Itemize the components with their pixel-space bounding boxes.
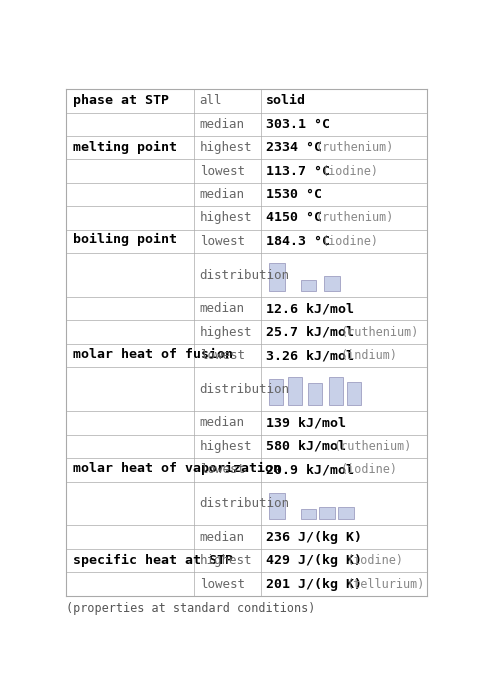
Bar: [269, 493, 285, 519]
Text: (tellurium): (tellurium): [346, 578, 424, 591]
Text: 184.3 °C: 184.3 °C: [266, 235, 330, 248]
Text: (ruthenium): (ruthenium): [315, 141, 393, 154]
Text: highest: highest: [199, 141, 252, 154]
Bar: [269, 379, 283, 405]
Text: 580 kJ/mol: 580 kJ/mol: [266, 440, 346, 453]
Text: (ruthenium): (ruthenium): [315, 211, 393, 225]
Text: 201 J/(kg K): 201 J/(kg K): [266, 578, 361, 591]
Text: 429 J/(kg K): 429 J/(kg K): [266, 554, 361, 567]
Text: distribution: distribution: [199, 497, 289, 510]
Bar: [288, 377, 301, 405]
Text: melting point: melting point: [72, 141, 176, 154]
Text: 25.7 kJ/mol: 25.7 kJ/mol: [266, 325, 354, 339]
Bar: [337, 507, 353, 519]
Text: median: median: [199, 188, 244, 201]
Text: median: median: [199, 117, 244, 131]
Text: phase at STP: phase at STP: [72, 94, 168, 107]
Text: highest: highest: [199, 554, 252, 567]
Text: specific heat at STP: specific heat at STP: [72, 554, 232, 567]
Text: 139 kJ/mol: 139 kJ/mol: [266, 417, 346, 429]
Text: lowest: lowest: [199, 463, 244, 476]
Text: (ruthenium): (ruthenium): [339, 325, 418, 339]
Text: lowest: lowest: [199, 235, 244, 248]
Text: lowest: lowest: [199, 349, 244, 362]
Bar: [300, 509, 315, 519]
Text: lowest: lowest: [199, 164, 244, 178]
Text: molar heat of fusion: molar heat of fusion: [72, 348, 232, 361]
Bar: [319, 507, 334, 519]
Bar: [328, 377, 342, 405]
Text: 236 J/(kg K): 236 J/(kg K): [266, 531, 361, 544]
Bar: [347, 382, 360, 405]
Text: 4150 °C: 4150 °C: [266, 211, 322, 225]
Text: (properties at standard conditions): (properties at standard conditions): [66, 602, 315, 615]
Bar: [308, 383, 322, 405]
Text: (indium): (indium): [339, 349, 396, 362]
Text: highest: highest: [199, 325, 252, 339]
Text: 113.7 °C: 113.7 °C: [266, 164, 330, 178]
Text: lowest: lowest: [199, 578, 244, 591]
Text: distribution: distribution: [199, 383, 289, 396]
Text: 12.6 kJ/mol: 12.6 kJ/mol: [266, 302, 354, 315]
Text: boiling point: boiling point: [72, 234, 176, 247]
Text: median: median: [199, 531, 244, 544]
Text: (iodine): (iodine): [321, 235, 378, 248]
Text: 303.1 °C: 303.1 °C: [266, 117, 330, 131]
Text: (iodine): (iodine): [321, 164, 378, 178]
Text: 1530 °C: 1530 °C: [266, 188, 322, 201]
Bar: [324, 276, 339, 291]
Text: solid: solid: [266, 94, 306, 107]
Text: distribution: distribution: [199, 269, 289, 281]
Text: (ruthenium): (ruthenium): [333, 440, 411, 453]
Text: 2334 °C: 2334 °C: [266, 141, 322, 154]
Text: (iodine): (iodine): [339, 463, 396, 476]
Text: highest: highest: [199, 211, 252, 225]
Text: 20.9 kJ/mol: 20.9 kJ/mol: [266, 463, 354, 476]
Text: all: all: [199, 94, 222, 107]
Text: highest: highest: [199, 440, 252, 453]
Bar: [300, 281, 315, 291]
Text: (iodine): (iodine): [346, 554, 402, 567]
Text: 3.26 kJ/mol: 3.26 kJ/mol: [266, 349, 354, 362]
Text: median: median: [199, 417, 244, 429]
Text: molar heat of vaporization: molar heat of vaporization: [72, 462, 280, 475]
Text: median: median: [199, 302, 244, 315]
Bar: [269, 263, 285, 291]
